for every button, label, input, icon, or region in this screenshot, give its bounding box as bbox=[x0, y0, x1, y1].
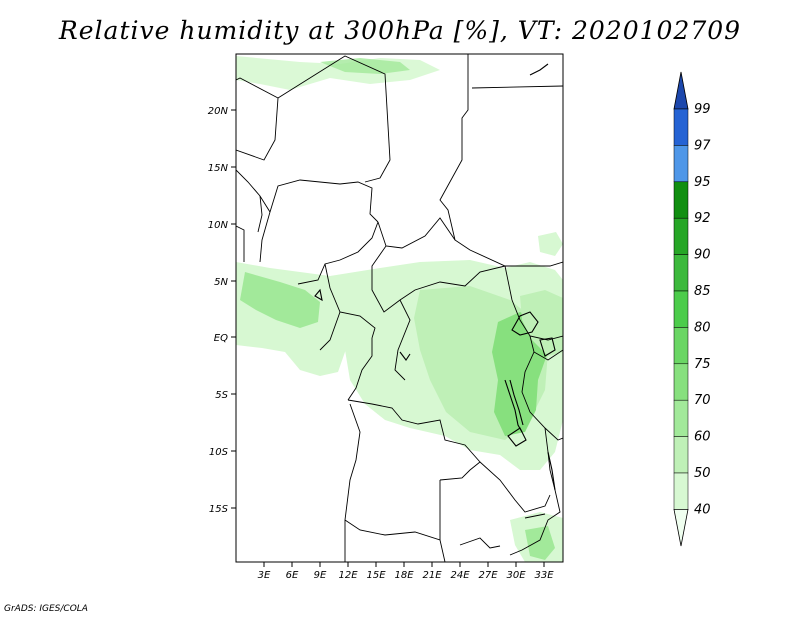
lake-tanganyika bbox=[504, 379, 523, 433]
humidity-area-east-patch bbox=[538, 232, 563, 256]
lat-label-20n: 20N bbox=[208, 106, 229, 117]
humidity-area-west-coast-core bbox=[240, 272, 320, 328]
colorbar-seg-40-50 bbox=[673, 472, 689, 510]
longitude-axis: 3E 6E 9E 12E 15E 18E 21E 24E 27E 30E 33E bbox=[258, 562, 554, 581]
border-13 bbox=[394, 299, 411, 381]
border-7 bbox=[297, 221, 379, 285]
lat-label-15n: 15N bbox=[208, 163, 229, 174]
border-14 bbox=[347, 399, 481, 463]
northeast-coast bbox=[529, 63, 549, 76]
border-6 bbox=[269, 179, 379, 223]
footer-credit: GrADS: IGES/COLA bbox=[4, 604, 88, 614]
lake-tanganyika-east bbox=[509, 379, 524, 426]
map-title: Relative humidity at 300hPa [%], VT: 202… bbox=[58, 16, 742, 45]
border-11 bbox=[319, 311, 341, 351]
colorbar-seg-92-95 bbox=[673, 181, 689, 219]
lat-label-eq: EQ bbox=[214, 333, 228, 344]
colorbar-label-99: 99 bbox=[694, 102, 711, 117]
lakes-and-coasts bbox=[314, 63, 556, 519]
border-19 bbox=[529, 335, 563, 361]
humidity-area-north-core bbox=[320, 58, 410, 74]
colorbar-label-85: 85 bbox=[694, 284, 711, 299]
lon-label-18e: 18E bbox=[394, 570, 414, 581]
southeast-coast bbox=[524, 513, 546, 519]
border-5 bbox=[236, 169, 271, 263]
lon-label-12e: 12E bbox=[338, 570, 358, 581]
colorbar-label-80: 80 bbox=[694, 320, 711, 335]
colorbar-seg-50-60 bbox=[673, 436, 689, 474]
lake-mweru bbox=[507, 427, 527, 447]
lon-label-15e: 15E bbox=[366, 570, 386, 581]
border-20 bbox=[521, 351, 563, 441]
colorbar: 99 97 95 92 90 85 80 75 70 60 50 40 bbox=[673, 71, 711, 547]
colorbar-seg-95-97 bbox=[673, 145, 689, 183]
border-2 bbox=[277, 55, 391, 183]
border-1 bbox=[236, 77, 279, 161]
lat-label-15s: 15S bbox=[209, 504, 229, 515]
colorbar-label-95: 95 bbox=[694, 175, 711, 190]
lat-label-5n: 5N bbox=[214, 277, 228, 288]
border-17 bbox=[439, 461, 551, 540]
colorbar-seg-75-80 bbox=[673, 327, 689, 365]
humidity-area-southeast-core bbox=[525, 526, 555, 560]
humidity-shading bbox=[236, 56, 563, 562]
map-frame bbox=[235, 53, 564, 563]
colorbar-label-97: 97 bbox=[694, 138, 711, 153]
colorbar-bottom-arrow bbox=[673, 508, 689, 547]
river-mark bbox=[399, 351, 411, 361]
lon-label-33e: 33E bbox=[534, 570, 554, 581]
colorbar-label-70: 70 bbox=[694, 393, 711, 408]
colorbar-top-arrow bbox=[673, 71, 689, 110]
colorbar-seg-90-92 bbox=[673, 217, 689, 255]
lon-label-27e: 27E bbox=[478, 570, 498, 581]
border-9 bbox=[371, 245, 506, 313]
border-8 bbox=[377, 217, 456, 249]
colorbar-label-50: 50 bbox=[694, 466, 711, 481]
colorbar-label-60: 60 bbox=[694, 430, 711, 445]
lon-label-21e: 21E bbox=[422, 570, 442, 581]
lat-label-5s: 5S bbox=[215, 390, 228, 401]
latitude-axis: 20N 15N 10N 5N EQ 5S 10S 15S bbox=[208, 106, 236, 515]
colorbar-label-75: 75 bbox=[694, 357, 711, 372]
lake-east bbox=[539, 337, 556, 357]
border-10 bbox=[324, 263, 376, 339]
colorbar-seg-85-90 bbox=[673, 254, 689, 292]
lake-malawi bbox=[547, 451, 556, 491]
lon-label-24e: 24E bbox=[450, 570, 470, 581]
border-21 bbox=[509, 427, 561, 556]
island-mark bbox=[314, 288, 323, 302]
colorbar-seg-80-85 bbox=[673, 290, 689, 328]
border-23 bbox=[236, 225, 245, 262]
border-3 bbox=[439, 54, 563, 267]
humidity-area-lakes bbox=[492, 312, 548, 436]
border-16 bbox=[344, 519, 446, 562]
border-22 bbox=[459, 537, 501, 549]
colorbar-seg-97-99 bbox=[673, 108, 689, 146]
colorbar-seg-60-70 bbox=[673, 399, 689, 437]
border-24 bbox=[257, 195, 263, 233]
lon-label-9e: 9E bbox=[314, 570, 327, 581]
border-4 bbox=[471, 85, 563, 89]
colorbar-seg-70-75 bbox=[673, 363, 689, 401]
colorbar-label-92: 92 bbox=[694, 211, 711, 226]
colorbar-label-90: 90 bbox=[694, 248, 711, 263]
country-borders bbox=[236, 54, 563, 562]
border-15 bbox=[344, 403, 361, 562]
lon-label-3e: 3E bbox=[258, 570, 271, 581]
border-12 bbox=[347, 338, 373, 401]
lat-label-10s: 10S bbox=[209, 447, 229, 458]
lake-victoria bbox=[511, 311, 539, 336]
lon-label-6e: 6E bbox=[286, 570, 299, 581]
lon-label-30e: 30E bbox=[506, 570, 526, 581]
border-18 bbox=[504, 265, 563, 341]
colorbar-label-40: 40 bbox=[694, 502, 711, 517]
lat-label-10n: 10N bbox=[208, 220, 229, 231]
